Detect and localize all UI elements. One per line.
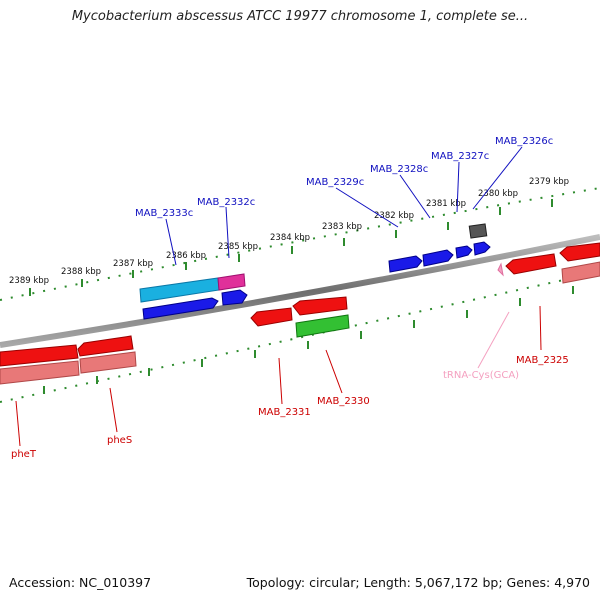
leader-phes <box>109 387 118 433</box>
forward-scale-line <box>0 187 600 301</box>
gene-phet[interactable] <box>0 344 79 367</box>
forward-scale-ruler: 2389 kbp 2388 kbp 2387 kbp 2386 kbp 2385… <box>0 177 600 301</box>
accession-label: Accession: NC_010397 <box>9 575 152 590</box>
forward-genes <box>139 223 491 320</box>
leader-mab-2328c <box>399 174 431 219</box>
scale-tick-label: 2385 kbp <box>218 242 258 252</box>
topology-summary: Topology: circular; Length: 5,067,172 bp… <box>246 575 590 590</box>
gene-mab-2332c[interactable] <box>221 289 248 306</box>
gene-labels: MAB_2333c MAB_2332c MAB_2329c MAB_2328c … <box>11 136 569 460</box>
reverse-scale-ruler <box>0 271 600 403</box>
leader-mab-2331 <box>278 357 283 405</box>
gene-label-mab-2332c[interactable]: MAB_2332c <box>197 197 255 208</box>
gene-label-mab-2327c[interactable]: MAB_2327c <box>431 151 489 162</box>
gene-label-phes[interactable]: pheS <box>107 435 132 446</box>
gene-label-mab-2329c[interactable]: MAB_2329c <box>306 177 364 188</box>
scale-tick-label: 2379 kbp <box>529 177 569 187</box>
gene-phes[interactable] <box>77 335 134 357</box>
gene-label-trna-cys[interactable]: tRNA-Cys(GCA) <box>443 370 519 381</box>
leader-mab-2332c <box>225 206 230 259</box>
scale-tick-label: 2383 kbp <box>322 222 362 232</box>
scale-tick-label: 2389 kbp <box>9 276 49 286</box>
gene-mab-2329c[interactable] <box>388 255 423 273</box>
leader-trna-cys <box>477 311 510 369</box>
scale-tick-label: 2384 kbp <box>270 233 310 243</box>
gene-feature-gray[interactable] <box>468 223 488 239</box>
gene-mab-2327c[interactable] <box>455 245 473 259</box>
leader-phet <box>15 400 21 447</box>
reverse-genes <box>0 242 600 385</box>
gene-feature-green[interactable] <box>295 314 350 338</box>
scale-tick-label: 2382 kbp <box>374 211 414 221</box>
scale-tick-label: 2387 kbp <box>113 259 153 269</box>
gene-feature-red-right[interactable] <box>559 242 600 262</box>
leader-mab-2330 <box>325 349 343 394</box>
gene-mab-2333c[interactable] <box>142 297 219 320</box>
gene-label-mab-2330[interactable]: MAB_2330 <box>317 396 370 407</box>
gene-mab-2330[interactable] <box>292 296 348 316</box>
leader-mab-2329c <box>335 187 399 228</box>
leader-mab-2326c <box>472 146 523 210</box>
gene-mab-2326c[interactable] <box>473 241 491 256</box>
gene-label-mab-2326c[interactable]: MAB_2326c <box>495 136 553 147</box>
label-leaders <box>15 146 542 447</box>
gene-feature-pink-right[interactable] <box>561 261 600 284</box>
gene-label-mab-2325[interactable]: MAB_2325 <box>516 355 569 366</box>
chromosome-backbone <box>0 234 600 348</box>
gene-label-phet[interactable]: pheT <box>11 449 37 460</box>
page-title: Mycobacterium abscessus ATCC 19977 chrom… <box>71 9 529 24</box>
scale-tick-label: 2381 kbp <box>426 199 466 209</box>
leader-mab-2327c <box>456 161 460 213</box>
gene-label-mab-2333c[interactable]: MAB_2333c <box>135 208 193 219</box>
leader-mab-2325 <box>539 305 542 351</box>
scale-tick-label: 2388 kbp <box>61 267 101 277</box>
gene-feature-magenta[interactable] <box>217 273 246 291</box>
gene-mab-2331[interactable] <box>250 307 293 327</box>
leader-mab-2333c <box>165 218 177 266</box>
gene-mab-2325[interactable] <box>505 253 557 275</box>
scale-tick-label: 2386 kbp <box>166 251 206 261</box>
gene-feature-pink-phes[interactable] <box>79 351 137 374</box>
gene-mab-2328c[interactable] <box>422 249 454 267</box>
gene-feature-pink-phet[interactable] <box>0 360 80 385</box>
gene-label-mab-2328c[interactable]: MAB_2328c <box>370 164 428 175</box>
gene-trna-cys[interactable] <box>497 262 504 277</box>
scale-tick-label: 2380 kbp <box>478 189 518 199</box>
gene-label-mab-2331[interactable]: MAB_2331 <box>258 407 311 418</box>
